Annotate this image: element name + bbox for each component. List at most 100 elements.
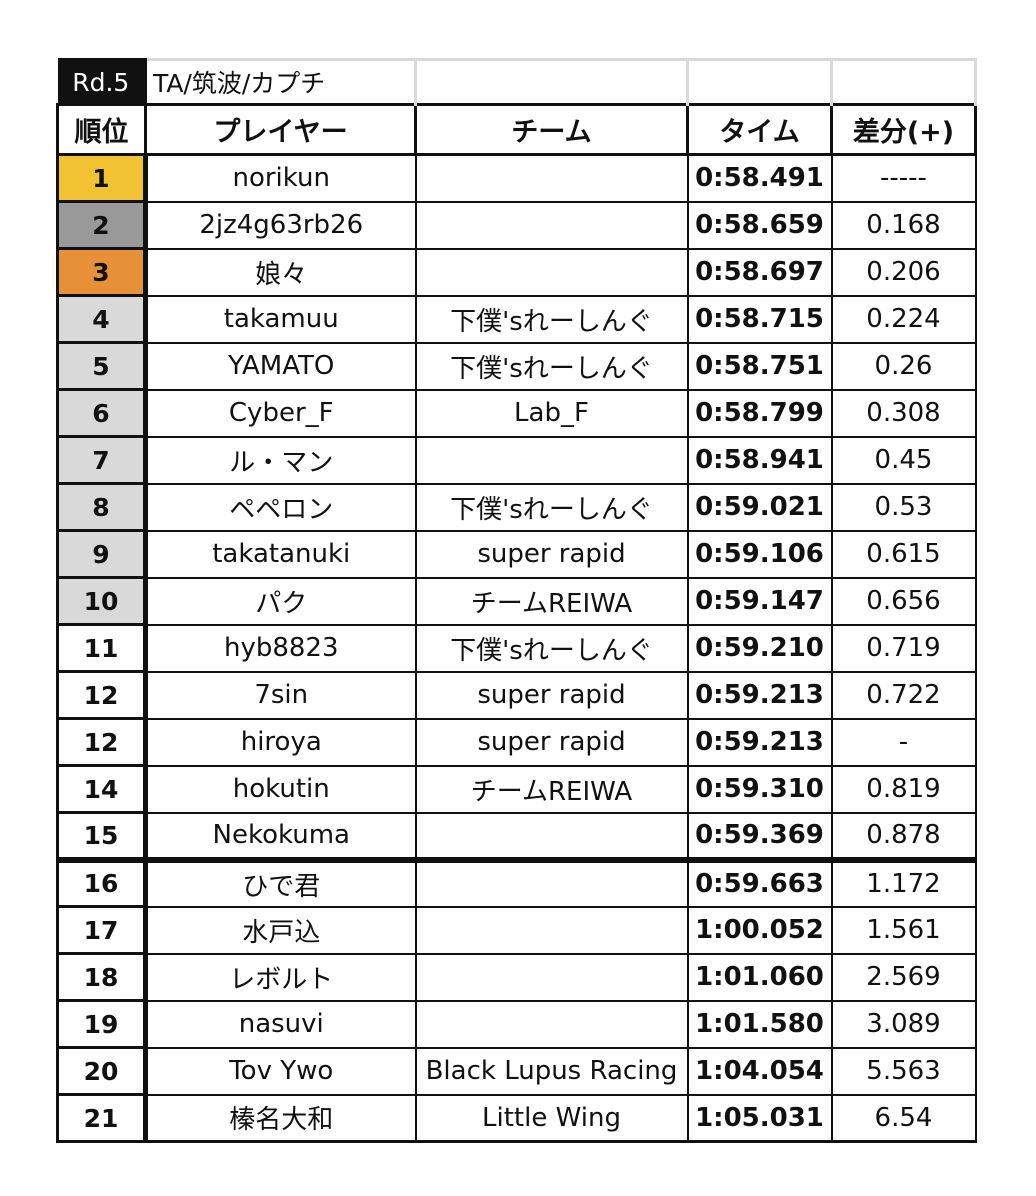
title-empty-cell — [415, 58, 689, 105]
rank-cell: 19 — [56, 999, 148, 1049]
rank-cell: 12 — [56, 717, 148, 767]
diff-cell: 1.172 — [830, 856, 977, 908]
player-cell: Nekokuma — [144, 811, 417, 861]
diff-cell: 0.819 — [830, 764, 977, 814]
diff-cell: - — [830, 717, 977, 767]
time-cell: 1:01.580 — [686, 999, 833, 1049]
table-row: 12 7sin super rapid 0:59.213 0.722 — [56, 670, 977, 720]
diff-cell: 2.569 — [830, 952, 977, 1002]
diff-cell: 0.656 — [830, 576, 977, 626]
rank-cell: 11 — [56, 623, 148, 673]
player-cell: hyb8823 — [144, 623, 417, 673]
rank-cell: 14 — [56, 764, 148, 814]
rank-cell: 17 — [56, 905, 148, 955]
table-row: 17 水戸込 1:00.052 1.561 — [56, 905, 977, 955]
time-cell: 0:59.213 — [686, 670, 833, 720]
table-row: 21 榛名大和 Little Wing 1:05.031 6.54 — [56, 1093, 977, 1143]
table-row: 5 YAMATO 下僕'sれーしんぐ 0:58.751 0.26 — [56, 341, 977, 391]
player-cell: takatanuki — [144, 529, 417, 579]
diff-cell: 0.224 — [830, 294, 977, 344]
header-diff: 差分(+) — [830, 103, 977, 156]
team-cell — [414, 435, 689, 485]
time-cell: 1:05.031 — [686, 1093, 833, 1143]
time-cell: 0:58.659 — [686, 200, 833, 250]
time-cell: 0:59.210 — [686, 623, 833, 673]
diff-cell: 0.615 — [830, 529, 977, 579]
team-cell: Little Wing — [414, 1093, 689, 1143]
track-label: TA/筑波/カプチ — [145, 58, 417, 105]
table-row: 4 takamuu 下僕'sれーしんぐ 0:58.715 0.224 — [56, 294, 977, 344]
team-cell: 下僕'sれーしんぐ — [414, 623, 689, 673]
team-cell: Black Lupus Racing — [414, 1046, 689, 1096]
time-cell: 0:58.751 — [686, 341, 833, 391]
player-cell: ル・マン — [144, 435, 417, 485]
diff-cell: 6.54 — [830, 1093, 977, 1143]
player-cell: takamuu — [144, 294, 417, 344]
player-cell: Tov Ywo — [144, 1046, 417, 1096]
team-cell — [414, 999, 689, 1049]
diff-cell: 0.719 — [830, 623, 977, 673]
title-empty-cell — [687, 58, 833, 105]
table-row: 11 hyb8823 下僕'sれーしんぐ 0:59.210 0.719 — [56, 623, 977, 673]
header-row: 順位 プレイヤー チーム タイム 差分(+) — [56, 103, 977, 156]
player-cell: ペペロン — [144, 482, 417, 532]
title-row: Rd.5 TA/筑波/カプチ — [57, 58, 977, 105]
player-cell: レボルト — [144, 952, 417, 1002]
rank-cell: 12 — [56, 670, 148, 720]
rank-cell: 15 — [56, 811, 148, 861]
rank-cell: 5 — [56, 341, 148, 391]
rank-cell: 9 — [56, 529, 148, 579]
time-cell: 0:58.697 — [686, 247, 833, 297]
player-cell: ひで君 — [144, 856, 417, 908]
diff-cell: 0.878 — [830, 811, 977, 861]
rank-cell: 6 — [56, 388, 148, 438]
diff-cell: 1.561 — [830, 905, 977, 955]
time-cell: 1:04.054 — [686, 1046, 833, 1096]
time-cell: 0:59.021 — [686, 482, 833, 532]
team-cell: super rapid — [414, 670, 689, 720]
rank-cell: 2 — [56, 200, 148, 250]
round-label: Rd.5 — [57, 58, 147, 105]
team-cell — [414, 247, 689, 297]
rank-cell: 10 — [56, 576, 148, 626]
table-row: 6 Cyber_F Lab_F 0:58.799 0.308 — [56, 388, 977, 438]
rank-cell: 20 — [56, 1046, 148, 1096]
team-cell: super rapid — [414, 717, 689, 767]
diff-cell: 0.206 — [830, 247, 977, 297]
table-row: 16 ひで君 0:59.663 1.172 — [56, 856, 977, 908]
team-cell: 下僕'sれーしんぐ — [414, 482, 689, 532]
table-row: 12 hiroya super rapid 0:59.213 - — [56, 717, 977, 767]
player-cell: 2jz4g63rb26 — [144, 200, 417, 250]
player-cell: 水戸込 — [144, 905, 417, 955]
diff-cell: 5.563 — [830, 1046, 977, 1096]
team-cell: チームREIWA — [414, 576, 689, 626]
diff-cell: ----- — [830, 153, 977, 203]
rank-cell: 7 — [56, 435, 148, 485]
team-cell: 下僕'sれーしんぐ — [414, 294, 689, 344]
rank-cell: 21 — [56, 1093, 148, 1143]
diff-cell: 0.308 — [830, 388, 977, 438]
header-team: チーム — [414, 103, 689, 156]
team-cell — [414, 153, 689, 203]
results-table: Rd.5 TA/筑波/カプチ 順位 プレイヤー チーム タイム 差分(+) 1 … — [56, 58, 977, 1143]
team-cell: Lab_F — [414, 388, 689, 438]
time-cell: 1:01.060 — [686, 952, 833, 1002]
team-cell — [414, 811, 689, 861]
header-rank: 順位 — [56, 103, 147, 156]
player-cell: hokutin — [144, 764, 417, 814]
table-row: 14 hokutin チームREIWA 0:59.310 0.819 — [56, 764, 977, 814]
rank-cell: 4 — [56, 294, 148, 344]
team-cell — [414, 952, 689, 1002]
header-time: タイム — [686, 103, 833, 156]
title-empty-cell — [831, 58, 977, 105]
table-row: 7 ル・マン 0:58.941 0.45 — [56, 435, 977, 485]
team-cell — [414, 200, 689, 250]
rank-cell: 18 — [56, 952, 148, 1002]
player-cell: Cyber_F — [144, 388, 417, 438]
team-cell: チームREIWA — [414, 764, 689, 814]
player-cell: 榛名大和 — [144, 1093, 417, 1143]
team-cell: super rapid — [414, 529, 689, 579]
time-cell: 0:59.369 — [686, 811, 833, 861]
rank-cell: 16 — [56, 856, 148, 908]
table-row: 10 パク チームREIWA 0:59.147 0.656 — [56, 576, 977, 626]
